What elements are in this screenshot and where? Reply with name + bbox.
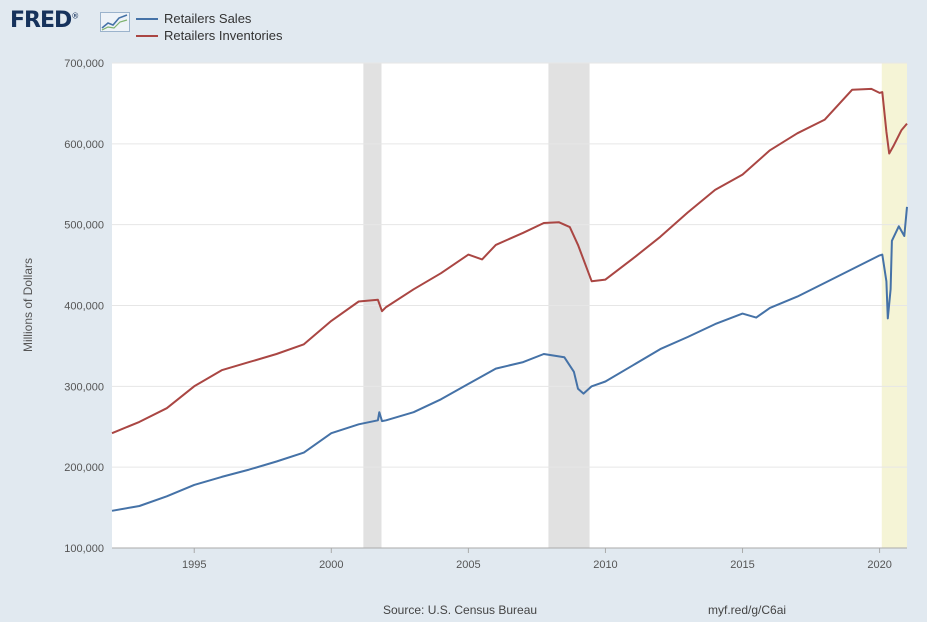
series-lines <box>111 87 908 512</box>
legend-item-sales[interactable]: Retailers Sales <box>136 10 283 27</box>
y-axis-title: Millions of Dollars <box>21 258 35 352</box>
chart-legend: Retailers Sales Retailers Inventories <box>136 10 283 44</box>
x-tick-label: 2000 <box>319 559 343 571</box>
x-tick-label: 2005 <box>456 559 480 571</box>
line-graph-icon <box>100 12 130 37</box>
y-tick-label: 400,000 <box>64 301 104 313</box>
y-tick-label: 700,000 <box>64 58 104 70</box>
y-tick-label: 100,000 <box>64 543 104 555</box>
series-line-sales <box>111 206 908 512</box>
x-tick-label: 2020 <box>867 559 891 571</box>
y-tick-label: 200,000 <box>64 462 104 474</box>
source-note: Source: U.S. Census Bureau <box>383 603 538 617</box>
y-tick-label: 600,000 <box>64 139 104 151</box>
x-tick-label: 2010 <box>593 559 617 571</box>
gridlines <box>112 62 907 468</box>
x-tick-labels: 1995 2000 2005 2010 2015 2020 <box>182 548 892 571</box>
fred-logo[interactable]: FRED® <box>10 8 79 33</box>
y-tick-label: 500,000 <box>64 220 104 232</box>
y-tick-labels: 100,000 200,000 300,000 400,000 500,000 600,0… <box>64 58 104 555</box>
legend-swatch-inventories <box>136 34 158 37</box>
x-tick-label: 2015 <box>730 559 754 571</box>
x-tick-label: 1995 <box>182 559 206 571</box>
legend-item-inventories[interactable]: Retailers Inventories <box>136 27 283 44</box>
short-link[interactable]: myf.red/g/C6ai <box>708 603 787 617</box>
y-tick-label: 300,000 <box>64 381 104 393</box>
legend-label-sales: Retailers Sales <box>164 11 252 26</box>
chart-header: FRED® Retailers Sales Retailers Inventor… <box>10 6 510 46</box>
legend-label-inventories: Retailers Inventories <box>164 28 283 43</box>
registered-mark: ® <box>71 11 79 21</box>
legend-swatch-sales <box>136 17 158 20</box>
chart-plot: 100,000 200,000 300,000 400,000 500,000 600,0… <box>21 58 908 571</box>
series-line-inventories <box>111 87 908 435</box>
